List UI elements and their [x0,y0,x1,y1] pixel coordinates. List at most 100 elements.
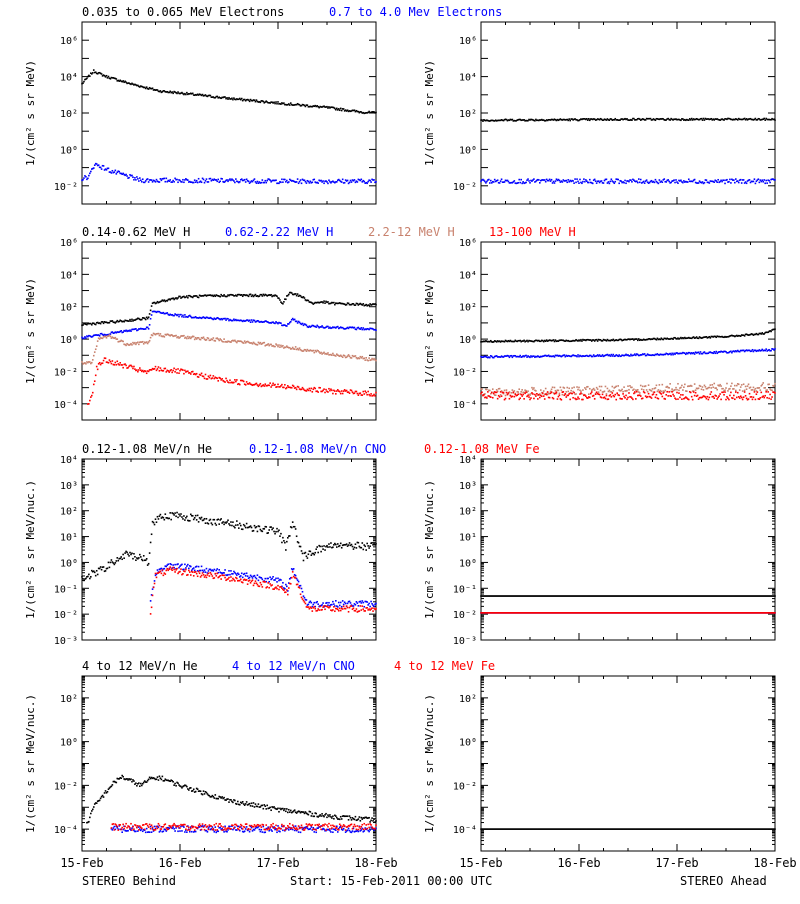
y-tick-label: 10⁻³ [453,636,477,647]
data-point [188,570,190,572]
data-point [337,606,339,608]
data-point [700,351,702,353]
data-point [572,397,574,399]
data-point [131,553,133,555]
data-point [186,92,188,94]
data-point [625,182,627,184]
data-point [309,608,311,610]
data-point [171,569,173,571]
data-point [642,386,644,388]
data-point [759,387,761,389]
data-point [360,605,362,607]
data-point [245,527,247,529]
data-point [712,386,714,388]
data-point [132,176,134,178]
data-point [564,393,566,395]
data-point [675,179,677,181]
data-point [161,179,163,181]
data-point [182,179,184,181]
data-point [309,388,311,390]
data-point [143,343,145,345]
data-point [504,181,506,183]
data-point [546,394,548,396]
data-point [527,178,529,180]
data-point [305,603,307,605]
data-point [83,580,85,582]
data-point [615,386,617,388]
data-point [354,179,356,181]
data-point [574,178,576,180]
data-point [735,390,737,392]
data-point [641,388,643,390]
data-point [368,357,370,359]
data-point [272,576,274,578]
data-point [704,385,706,387]
data-point [125,365,127,367]
data-point [155,573,157,575]
data-point [658,389,660,391]
data-point [749,393,751,395]
data-point [529,394,531,396]
data-point [704,182,706,184]
data-point [356,391,358,393]
data-point [156,577,158,579]
data-point [308,390,310,392]
data-point [192,515,194,517]
data-point [725,387,727,389]
data-point [234,182,236,184]
data-point [146,86,148,88]
data-point [617,179,619,181]
data-point [370,181,372,183]
data-point [131,366,133,368]
data-point [216,573,218,575]
data-point [282,303,284,305]
data-point [96,366,98,368]
data-point [236,574,238,576]
data-point [300,179,302,181]
data-point [259,295,261,297]
data-point [754,178,756,180]
data-point [291,292,293,294]
data-point [765,180,767,182]
data-point [774,348,776,350]
data-point [94,380,96,382]
data-point [93,69,95,71]
data-point [230,576,232,578]
data-point [126,552,128,554]
data-point [147,327,149,329]
data-point [99,335,101,337]
data-point [643,181,645,183]
data-point [310,390,312,392]
data-point [282,345,284,347]
data-point [644,392,646,394]
data-point [348,544,350,546]
data-point [201,181,203,183]
data-point [262,531,264,533]
data-point [97,340,99,342]
data-point [227,318,229,320]
data-point [370,393,372,395]
data-point [276,295,278,297]
data-point [520,179,522,181]
data-point [304,179,306,181]
data-point [264,383,266,385]
data-point [128,320,130,322]
data-point [663,178,665,180]
data-point [230,341,232,343]
data-point [196,519,198,521]
data-point [301,550,303,552]
data-point [603,182,605,184]
y-tick-label: 10² [459,303,477,314]
data-point [160,367,162,369]
data-point [91,395,93,397]
data-point [607,388,609,390]
data-point [133,553,135,555]
data-point [327,183,329,185]
data-point [116,338,118,340]
data-point [675,387,677,389]
data-point [323,352,325,354]
data-point [703,118,705,120]
data-point [160,514,162,516]
y-tick-label: 10⁰ [459,558,477,569]
data-point [255,101,257,103]
